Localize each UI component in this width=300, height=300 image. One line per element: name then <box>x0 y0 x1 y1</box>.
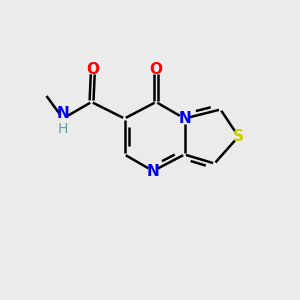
Text: N: N <box>147 164 159 178</box>
Text: H: H <box>58 122 68 136</box>
Text: N: N <box>57 106 69 122</box>
Text: O: O <box>86 61 100 76</box>
Text: O: O <box>149 61 163 76</box>
Text: N: N <box>178 111 191 126</box>
Text: S: S <box>233 129 244 144</box>
